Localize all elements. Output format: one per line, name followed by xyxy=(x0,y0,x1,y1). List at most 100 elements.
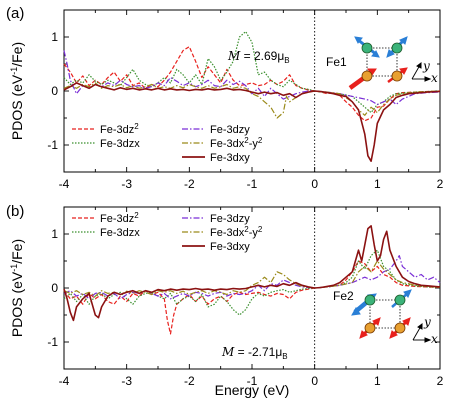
svg-text:Fe-3dz2: Fe-3dz2 xyxy=(100,122,139,136)
panel-b-series-fe-3dxy xyxy=(63,225,441,322)
panel-a-legend: Fe-3dz2 Fe-3dzy Fe-3dzx Fe-3dx2-y2 Fe-3d… xyxy=(72,122,263,164)
legend-dzx-label: Fe-3dzx xyxy=(100,138,140,150)
svg-text:M = 2.69μB: M = 2.69μB xyxy=(227,49,290,65)
inset-b-atom-tl xyxy=(364,294,376,306)
legend-entry-dzx: Fe-3dzx xyxy=(72,138,140,150)
panel-a-series-fe-3dz2 xyxy=(63,46,441,122)
panel-a-inset: Fe1 x y xyxy=(326,36,438,90)
panel-b-inset: Fe2 x y xyxy=(333,289,438,346)
panel-b-xtick-label: -2 xyxy=(184,374,195,388)
svg-text:PDOS (eV-1/Fe): PDOS (eV-1/Fe) xyxy=(9,42,25,140)
inset-a-atom-tl xyxy=(361,42,373,54)
legend-dxy-label: Fe-3dxy xyxy=(210,152,250,164)
inset-a-square xyxy=(366,47,398,77)
y-label-a-end: /Fe) xyxy=(9,42,25,67)
y-label-b-end: /Fe) xyxy=(9,239,25,264)
panel-b-xtick-label: -4 xyxy=(59,374,70,388)
moment-b-sub: B xyxy=(282,352,287,361)
panel-a-ytick-label: -1 xyxy=(47,138,58,152)
panel-a-ytick-label: 1 xyxy=(51,30,58,44)
panel-b-legend: Fe-3dz2 Fe-3dzy Fe-3dzx Fe-3dx2-y2 Fe-3d… xyxy=(72,211,263,253)
inset-b-atom-br xyxy=(394,322,406,334)
panel-b-xtick-label: 0 xyxy=(311,374,318,388)
panel-b-ytick-label: -1 xyxy=(47,335,58,349)
inset-b-square xyxy=(369,299,401,329)
panel-b-ytick-label: 1 xyxy=(51,227,58,241)
legend-b-dx2y2-label: Fe-3dx xyxy=(210,227,245,239)
panel-a-xtick-label: -2 xyxy=(184,177,195,191)
legend-b-dz2-sup: 2 xyxy=(134,211,139,220)
svg-text:Fe-3dx2-y2: Fe-3dx2-y2 xyxy=(210,136,263,150)
panel-a-xtick-label: 1 xyxy=(374,177,381,191)
legend-b-dx2y2-sup: 2 xyxy=(244,225,249,234)
panel-b-xtick-label: -1 xyxy=(247,374,258,388)
legend-dzy-label: Fe-3dzy xyxy=(210,124,250,136)
moment-a-sub: B xyxy=(284,56,289,65)
legend-b-dx2y2-after: -y xyxy=(249,227,259,239)
legend-b-entry-dzy: Fe-3dzy xyxy=(182,213,250,225)
inset-b-x-label: x xyxy=(431,332,438,346)
legend-b-dz2-label: Fe-3dz xyxy=(100,213,134,225)
legend-entry-dzy: Fe-3dzy xyxy=(182,124,250,136)
inset-a-atom-br xyxy=(391,70,403,82)
inset-b-y-label: y xyxy=(423,315,431,329)
inset-a-x-label: x xyxy=(431,71,438,85)
panel-a: -4 -3 -2 -1 0 1 2 -1 0 1 Fe-3dz2 Fe-3dzy Fe-3dzx … xyxy=(47,9,444,191)
x-axis-label: Energy (eV) xyxy=(215,382,290,398)
y-label-a-main: PDOS (eV xyxy=(9,74,25,140)
svg-text:Fe-3dz2: Fe-3dz2 xyxy=(100,211,139,225)
panel-b-label: (b) xyxy=(6,203,24,220)
y-label-b-sup: -1 xyxy=(9,264,19,272)
legend-b-entry-dx2y2: Fe-3dx2-y2 xyxy=(182,225,263,239)
legend-dx2y2-sup2: 2 xyxy=(258,136,263,145)
panel-a-xtick-label: -1 xyxy=(247,177,258,191)
panel-b-xtick-label: 2 xyxy=(437,374,444,388)
moment-b-prefix: M xyxy=(221,345,235,359)
svg-text:M = -2.71μB: M = -2.71μB xyxy=(221,345,288,361)
panel-a-xtick-label: 2 xyxy=(437,177,444,191)
inset-b-label: Fe2 xyxy=(333,289,354,303)
panel-b-series-fe-3dzx xyxy=(63,249,441,316)
inset-b-atom-tr xyxy=(394,294,406,306)
legend-dx2y2-sup: 2 xyxy=(244,136,249,145)
panel-a-label: (a) xyxy=(6,5,24,22)
inset-a-arrow-blue-right xyxy=(386,36,408,58)
inset-a-atom-tr xyxy=(391,42,403,54)
panel-b-xtick-label: 1 xyxy=(374,374,381,388)
moment-b-value: = -2.71μ xyxy=(234,345,282,359)
panel-b-xtick-label: -3 xyxy=(121,374,132,388)
legend-dz2-label: Fe-3dz xyxy=(100,124,134,136)
moment-a-prefix: M xyxy=(227,49,241,63)
legend-b-entry-dz2: Fe-3dz2 xyxy=(72,211,139,225)
legend-entry-dz2: Fe-3dz2 xyxy=(72,122,139,136)
legend-b-dx2y2-sup2: 2 xyxy=(258,225,263,234)
panel-a-series-fe-3dxy xyxy=(63,82,441,162)
legend-b-dzx-label: Fe-3dzx xyxy=(100,227,140,239)
legend-entry-dx2y2: Fe-3dx2-y2 xyxy=(182,136,263,150)
panel-b: -4 -3 -2 -1 0 1 2 -1 0 1 Fe-3dz2 Fe-3dzy Fe-3dzx … xyxy=(47,206,444,388)
y-label-a-sup: -1 xyxy=(9,67,19,75)
legend-dz2-sup: 2 xyxy=(134,122,139,131)
legend-dx2y2-label: Fe-3dx xyxy=(210,138,245,150)
inset-a-axes xyxy=(411,62,432,82)
legend-dx2y2-after: -y xyxy=(249,138,259,150)
inset-a-atom-bl xyxy=(361,70,373,82)
y-label-b-main: PDOS (eV xyxy=(9,271,25,337)
panel-b-series-fe-3dzy xyxy=(63,255,441,300)
panel-a-ytick-label: 0 xyxy=(51,84,58,98)
inset-a-y-label: y xyxy=(422,59,430,73)
legend-entry-dxy: Fe-3dxy xyxy=(182,152,250,164)
panel-a-series-fe-3dzx xyxy=(63,31,441,114)
inset-b-axes xyxy=(412,323,432,343)
legend-b-dzy-label: Fe-3dzy xyxy=(210,213,250,225)
panel-b-ytick-label: 0 xyxy=(51,281,58,295)
legend-b-entry-dzx: Fe-3dzx xyxy=(72,227,140,239)
panel-b-series-fe-3dz2 xyxy=(63,260,441,335)
svg-text:PDOS (eV-1/Fe): PDOS (eV-1/Fe) xyxy=(9,239,25,337)
moment-a-value: = 2.69μ xyxy=(240,49,284,63)
inset-a-label: Fe1 xyxy=(326,55,347,69)
panel-a-xtick-label: 0 xyxy=(311,177,318,191)
legend-b-dxy-label: Fe-3dxy xyxy=(210,241,250,253)
panel-a-xtick-label: -4 xyxy=(59,177,70,191)
